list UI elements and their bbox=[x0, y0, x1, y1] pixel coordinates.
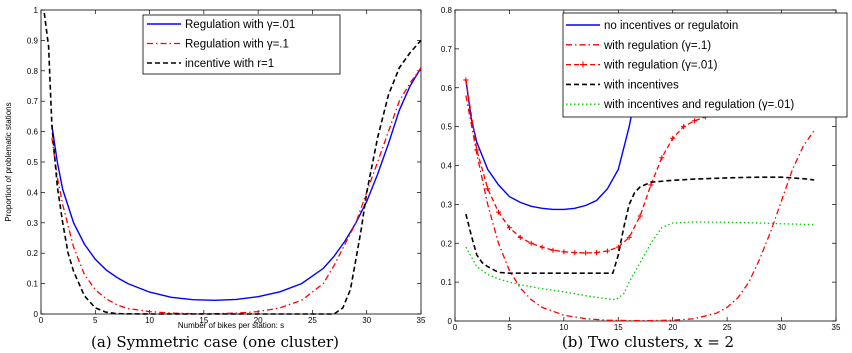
series-line-2 bbox=[465, 95, 815, 322]
series-marker bbox=[463, 77, 469, 83]
legend-entry-label: Regulation with γ=.01 bbox=[185, 19, 295, 31]
x-tick-label: 25 bbox=[308, 316, 317, 325]
series-marker bbox=[485, 186, 491, 192]
y-tick-label: 0 bbox=[34, 310, 39, 319]
series-marker bbox=[648, 182, 654, 188]
x-tick-label: 5 bbox=[93, 316, 98, 325]
legend-entry-label: with regulation (γ=.01) bbox=[603, 60, 718, 72]
y-tick-label: 0.1 bbox=[27, 280, 39, 289]
y-tick-label: 0.4 bbox=[27, 188, 39, 197]
x-tick-label: 30 bbox=[362, 316, 371, 325]
y-tick-label: 0.5 bbox=[27, 158, 39, 167]
legend: Regulation with γ=.01 Regulation with γ=.… bbox=[142, 14, 341, 75]
x-tick-label: 10 bbox=[145, 316, 154, 325]
series-marker bbox=[681, 124, 687, 130]
y-tick-label: 0.6 bbox=[441, 84, 453, 93]
series-line-1 bbox=[465, 79, 636, 211]
y-tick-label: 0 bbox=[448, 317, 453, 326]
legend-entry-label: with incentives and regulation (γ=.01) bbox=[603, 99, 794, 111]
y-tick-label: 0.7 bbox=[27, 97, 39, 106]
y-tick-label: 0.4 bbox=[441, 162, 453, 171]
x-tick-label: 25 bbox=[723, 323, 732, 332]
chart-panel-two-clusters: 0 5 10 15 20 25 30 3500.10.20.30.40.50.60.70.8 … bbox=[441, 6, 848, 351]
legend-entry-label: Regulation with γ=.1 bbox=[185, 39, 289, 51]
legend-entry-label: no incentives or regulatoin bbox=[604, 20, 738, 32]
y-tick-label: 0.6 bbox=[27, 128, 39, 137]
series-marker bbox=[583, 250, 589, 256]
caption: (a) Symmetric case (one cluster) bbox=[91, 333, 339, 351]
series-marker bbox=[496, 209, 502, 215]
legend: no incentives or regulatoin with regulati… bbox=[562, 12, 848, 118]
caption: (b) Two clusters, x = 2 bbox=[562, 333, 734, 351]
series-marker bbox=[539, 244, 545, 250]
legend-box bbox=[562, 12, 848, 118]
y-tick-label: 0.3 bbox=[441, 200, 453, 209]
x-tick-label: 30 bbox=[777, 323, 786, 332]
series-marker bbox=[691, 118, 697, 124]
y-tick-label: 0.9 bbox=[27, 36, 39, 45]
y-tick-label: 0.8 bbox=[441, 6, 453, 15]
series-marker bbox=[506, 225, 512, 231]
series-marker bbox=[626, 234, 632, 240]
y-tick-label: 0.3 bbox=[27, 219, 39, 228]
y-tick-label: 0.7 bbox=[441, 45, 453, 54]
series-marker bbox=[594, 250, 600, 256]
x-tick-label: 35 bbox=[832, 323, 841, 332]
series-marker bbox=[572, 250, 578, 256]
y-tick-label: 0.2 bbox=[441, 239, 453, 248]
series-marker bbox=[659, 155, 665, 161]
series-line-3 bbox=[43, 12, 422, 315]
series-marker bbox=[670, 135, 676, 141]
series-line-1 bbox=[51, 67, 422, 302]
series-marker bbox=[561, 249, 567, 255]
series-marker bbox=[604, 248, 610, 254]
y-tick-label: 0.2 bbox=[27, 249, 39, 258]
y-axis-label: Proportion of problematic stations bbox=[4, 102, 13, 221]
legend-box bbox=[142, 14, 341, 75]
series-lines bbox=[43, 12, 422, 315]
series-marker bbox=[517, 234, 523, 240]
x-tick-label: 15 bbox=[614, 323, 623, 332]
legend-entry-label: incentive with r=1 bbox=[185, 58, 274, 70]
series-line-5 bbox=[465, 221, 815, 301]
axis-ticks: 0 5 10 15 20 25 30 35 0 0.1 0.2 0.3 0.4 0.5 0.6 0.7 0.8 0… bbox=[27, 6, 426, 325]
y-tick-label: 0.1 bbox=[441, 278, 453, 287]
chart-panel-symmetric: 0 5 10 15 20 25 30 35 0 0.1 0.2 0.3 0.4 0.5 0.6 0.7 0.8 0… bbox=[4, 6, 426, 351]
series-marker bbox=[637, 213, 643, 219]
series-marker bbox=[550, 247, 556, 253]
x-axis-label: Number of bikes per station: s bbox=[178, 321, 284, 330]
x-tick-label: 10 bbox=[559, 323, 568, 332]
series-line-4 bbox=[465, 176, 815, 275]
series-line-2 bbox=[51, 67, 422, 315]
x-tick-label: 20 bbox=[668, 323, 677, 332]
y-tick-label: 1 bbox=[34, 6, 39, 15]
series-marker bbox=[474, 147, 480, 153]
x-tick-label: 35 bbox=[417, 316, 426, 325]
x-tick-label: 0 bbox=[39, 316, 44, 325]
legend-entry-label: with incentives bbox=[603, 79, 679, 91]
series-marker bbox=[528, 240, 534, 246]
x-tick-label: 15 bbox=[199, 316, 208, 325]
x-tick-label: 0 bbox=[453, 323, 458, 332]
legend-entry-label: with regulation (γ=.1) bbox=[603, 40, 711, 52]
y-tick-label: 0.5 bbox=[441, 123, 453, 132]
x-tick-label: 5 bbox=[507, 323, 512, 332]
x-tick-label: 20 bbox=[254, 316, 263, 325]
axis-ticks: 0 5 10 15 20 25 30 35 0 0.1 0.2 0.3 0.4 0.5 0.6 0.7 0.8 bbox=[441, 6, 841, 332]
y-tick-label: 0.8 bbox=[27, 67, 39, 76]
